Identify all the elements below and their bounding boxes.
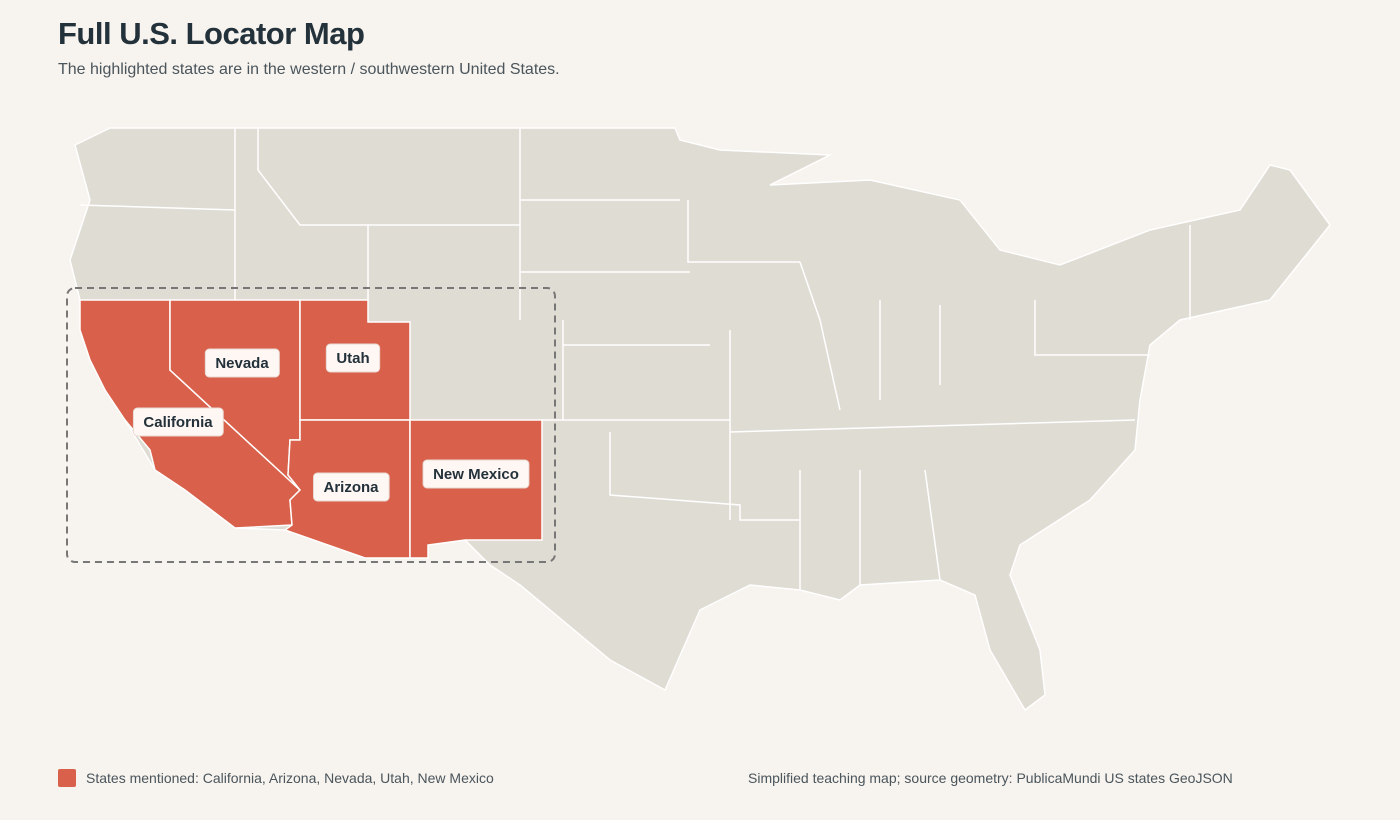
border	[257, 128, 369, 300]
label-box	[312, 472, 390, 502]
label-box	[204, 348, 280, 378]
border	[1034, 300, 1150, 356]
label-box	[325, 343, 381, 373]
state-region	[409, 419, 543, 559]
state-name: California	[143, 414, 213, 431]
legend-text: States mentioned: California, Arizona, N…	[86, 770, 494, 786]
source-note: Simplified teaching map; source geometry…	[748, 770, 1233, 786]
us-outline	[69, 127, 1331, 712]
state-label: New Mexico	[422, 459, 530, 489]
state-name: Arizona	[323, 479, 379, 496]
border	[609, 432, 800, 521]
state-label: Utah	[325, 343, 381, 373]
state-label: Nevada	[204, 348, 280, 378]
state-label: Arizona	[312, 472, 390, 502]
focus-box	[66, 287, 556, 563]
state-borders	[79, 128, 1191, 590]
subtitle: The highlighted states are in the wester…	[58, 61, 560, 78]
border	[729, 419, 1136, 433]
border	[799, 261, 841, 411]
title: Full U.S. Locator Map	[58, 16, 365, 51]
label-box	[422, 459, 530, 489]
state-name: New Mexico	[433, 466, 519, 483]
state-name: Nevada	[215, 355, 269, 372]
legend-swatch	[58, 769, 76, 787]
border	[924, 469, 941, 581]
state-label: California	[132, 407, 224, 437]
state-name: Utah	[336, 350, 369, 367]
legend: States mentioned: California, Arizona, N…	[58, 769, 494, 787]
border	[687, 200, 800, 263]
label-box	[132, 407, 224, 437]
border	[79, 204, 236, 211]
